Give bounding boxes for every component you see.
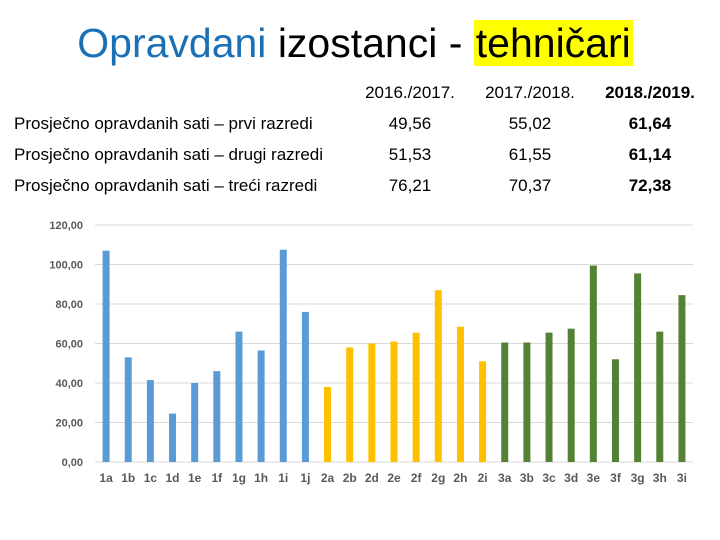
- bar-1j: [301, 311, 309, 462]
- bar-3i: [678, 295, 686, 462]
- x-tick-label: 1g: [232, 471, 246, 485]
- x-tick-label: 2i: [478, 471, 488, 485]
- title-part-2: izostanci -: [266, 20, 474, 66]
- y-tick-label: 100,00: [49, 260, 83, 272]
- x-tick-label: 2a: [321, 471, 335, 485]
- bar-2b: [346, 347, 354, 462]
- table-cell: 55,02: [508, 113, 552, 133]
- x-tick-label: 1a: [99, 471, 113, 485]
- x-tick-label: 3i: [677, 471, 687, 485]
- bar-3a: [501, 342, 509, 462]
- x-tick-label: 1i: [278, 471, 288, 485]
- table-cell: 61,64: [628, 113, 672, 133]
- x-tick-label: 2f: [411, 471, 423, 485]
- bar-2f: [412, 332, 420, 462]
- table-header-empty: [14, 78, 350, 108]
- x-tick-label: 2h: [453, 471, 467, 485]
- bar-1e: [191, 383, 199, 462]
- title-part-1: Opravdani: [77, 20, 267, 66]
- table-cell: 51,53: [388, 144, 432, 164]
- row-label: Prosječno opravdanih sati – prvi razredi: [14, 113, 313, 133]
- row-label: Prosječno opravdanih sati – treći razred…: [14, 175, 318, 195]
- bar-1b: [124, 357, 132, 462]
- x-tick-label: 1e: [188, 471, 202, 485]
- table-header-year: 2018./2019.: [605, 83, 695, 102]
- x-tick-label: 3b: [520, 471, 534, 485]
- bar-1d: [169, 413, 177, 462]
- bar-1c: [146, 380, 154, 462]
- y-tick-label: 40,00: [55, 378, 83, 390]
- x-tick-label: 3c: [542, 471, 556, 485]
- table-row: Prosječno opravdanih sati – prvi razredi…: [14, 108, 710, 139]
- bar-2d: [368, 343, 376, 462]
- slide-title: Opravdani izostanci - tehničari: [0, 18, 710, 68]
- bar-1g: [235, 331, 243, 462]
- table-row: Prosječno opravdanih sati – treći razred…: [14, 170, 710, 201]
- stats-table: 2016./2017. 2017./2018. 2018./2019. Pros…: [14, 78, 710, 201]
- table-cell: 61,14: [628, 144, 672, 164]
- row-label: Prosječno opravdanih sati – drugi razred…: [14, 144, 324, 164]
- x-tick-label: 2e: [387, 471, 401, 485]
- x-tick-label: 3a: [498, 471, 512, 485]
- bar-1i: [279, 249, 287, 462]
- x-tick-label: 1d: [166, 471, 180, 485]
- y-tick-label: 0,00: [62, 457, 83, 469]
- x-tick-label: 3h: [653, 471, 667, 485]
- bar-3c: [545, 332, 553, 462]
- bar-3b: [523, 342, 531, 462]
- bar-3h: [656, 331, 664, 462]
- x-tick-label: 3e: [587, 471, 601, 485]
- x-tick-label: 1c: [144, 471, 158, 485]
- x-tick-label: 1b: [121, 471, 135, 485]
- bar-2g: [434, 290, 442, 462]
- y-tick-label: 60,00: [55, 339, 83, 351]
- bar-3d: [567, 328, 575, 462]
- bar-2e: [390, 341, 398, 462]
- x-tick-label: 2g: [431, 471, 445, 485]
- x-tick-label: 3f: [610, 471, 622, 485]
- x-tick-label: 2b: [343, 471, 357, 485]
- table-cell: 72,38: [628, 175, 672, 195]
- bar-chart: 0,00 20,00 40,00 60,00 80,00 100,00 120,00 1a 1b…: [49, 220, 693, 485]
- table-cell: 61,55: [508, 144, 552, 164]
- x-tick-label: 1f: [211, 471, 223, 485]
- bar-3g: [634, 273, 642, 462]
- bar-2a: [324, 386, 332, 462]
- table-header-year: 2017./2018.: [485, 83, 575, 102]
- x-tick-label: 1h: [254, 471, 268, 485]
- table-cell: 70,37: [508, 175, 552, 195]
- bar-3e: [589, 265, 597, 462]
- title-highlight: tehničari: [473, 20, 633, 66]
- x-tick-label: 2d: [365, 471, 379, 485]
- bar-1a: [102, 250, 110, 462]
- y-tick-label: 120,00: [49, 220, 83, 232]
- bar-1h: [257, 350, 265, 462]
- bar-2h: [456, 326, 464, 462]
- x-tick-label: 1j: [300, 471, 310, 485]
- x-tick-label: 3d: [564, 471, 578, 485]
- bar-3f: [611, 359, 619, 462]
- table-header-row: 2016./2017. 2017./2018. 2018./2019.: [14, 78, 710, 108]
- bar-1f: [213, 371, 221, 462]
- table-cell: 49,56: [388, 113, 432, 133]
- bar-2i: [479, 361, 487, 462]
- y-tick-label: 20,00: [55, 418, 83, 430]
- table-row: Prosječno opravdanih sati – drugi razred…: [14, 139, 710, 170]
- x-tick-label: 3g: [631, 471, 645, 485]
- table-cell: 76,21: [388, 175, 432, 195]
- table-header-year: 2016./2017.: [365, 83, 455, 102]
- y-tick-label: 80,00: [55, 299, 83, 311]
